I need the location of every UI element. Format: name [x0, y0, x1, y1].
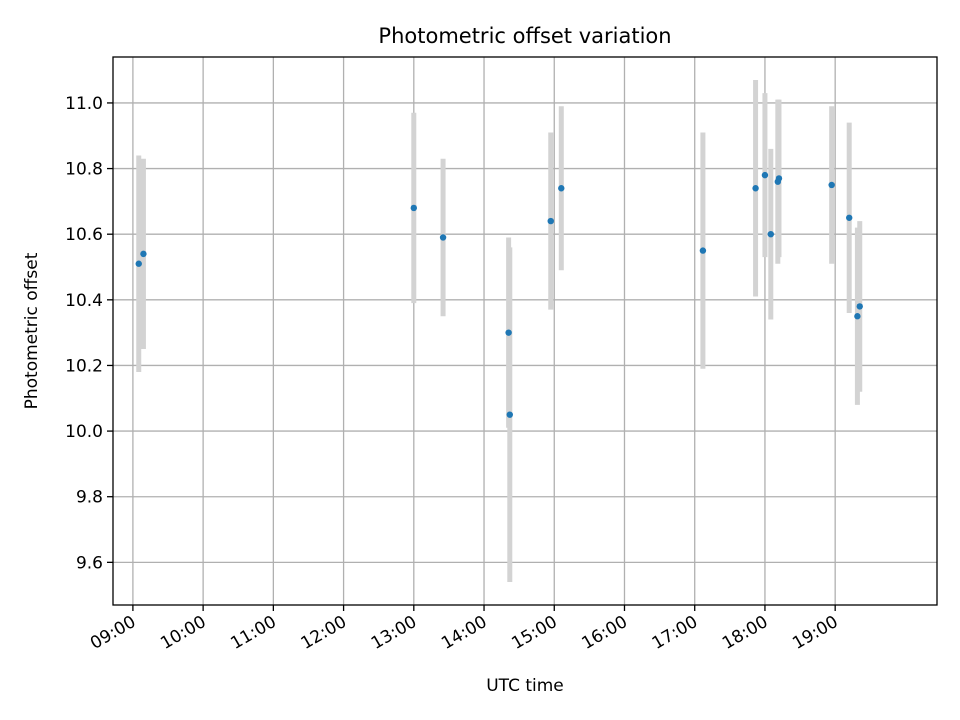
y-tick-label: 10.0 — [65, 422, 103, 442]
plot-frame — [112, 56, 938, 606]
data-point — [828, 181, 835, 189]
y-tick-label: 10.6 — [65, 225, 103, 245]
x-tick-label: 18:00 — [719, 612, 771, 654]
data-point — [135, 260, 142, 267]
data-point — [752, 185, 759, 192]
data-point — [410, 204, 418, 212]
x-axis-ticks: 09:00 10:00 11:00 12:00 13:00 14:00 15:00 16:00… — [87, 605, 842, 654]
y-tick-label: 11.0 — [65, 94, 103, 114]
y-tick-label: 9.6 — [76, 553, 103, 573]
data-point — [547, 217, 554, 225]
data-points — [135, 171, 863, 418]
y-tick-label: 10.8 — [65, 160, 103, 180]
y-tick-label: 9.8 — [76, 488, 103, 508]
data-point — [775, 175, 783, 182]
x-tick-label: 14:00 — [438, 612, 490, 654]
data-point — [699, 247, 707, 254]
x-tick-label: 13:00 — [368, 612, 420, 654]
x-tick-label: 09:00 — [87, 612, 139, 654]
data-point — [439, 234, 447, 241]
data-point — [506, 411, 513, 418]
data-point — [558, 185, 565, 192]
x-tick-label: 17:00 — [649, 612, 701, 654]
x-axis-label: UTC time — [486, 676, 564, 696]
y-axis-ticks: 9.6 9.8 10.0 10.2 10.4 10.6 10.8 11.0 — [65, 94, 113, 573]
chart-title: Photometric offset variation — [378, 24, 671, 48]
y-axis-label: Photometric offset — [22, 252, 42, 409]
x-tick-label: 12:00 — [298, 612, 350, 654]
data-point — [854, 313, 861, 320]
data-point — [767, 230, 774, 238]
data-point — [505, 329, 512, 336]
x-tick-label: 16:00 — [579, 612, 631, 654]
x-tick-label: 15:00 — [508, 612, 560, 654]
x-tick-label: 10:00 — [157, 612, 209, 654]
x-tick-label: 11:00 — [227, 612, 279, 654]
data-point — [846, 214, 853, 221]
y-tick-label: 10.2 — [65, 356, 103, 376]
data-point — [856, 303, 863, 310]
data-point — [761, 171, 769, 179]
x-tick-label: 19:00 — [789, 612, 841, 654]
grid — [113, 57, 937, 605]
data-point — [140, 250, 147, 258]
y-tick-label: 10.4 — [65, 291, 103, 311]
error-bars — [136, 79, 863, 583]
